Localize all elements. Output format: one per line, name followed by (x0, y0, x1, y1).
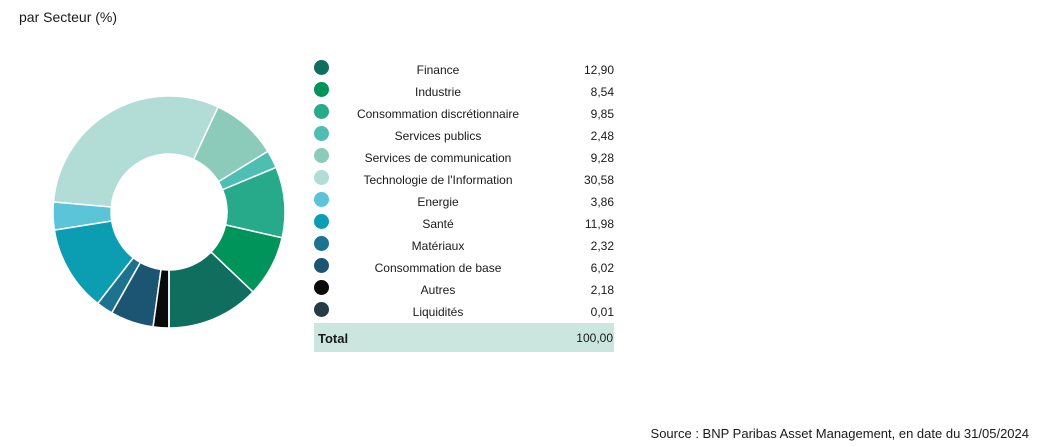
legend-value: 2,18 (590, 283, 614, 297)
legend-swatch (314, 236, 329, 251)
legend-row: Services publics 2,48 (314, 124, 614, 146)
legend-row: Consommation discrétionnaire 9,85 (314, 102, 614, 124)
legend-label: Services de communication (364, 151, 512, 165)
legend-value: 12,90 (583, 63, 614, 77)
legend-value: 9,28 (590, 151, 614, 165)
total-value: 100,00 (576, 331, 613, 345)
legend-label: Finance (416, 63, 460, 77)
donut-slice (52, 95, 220, 208)
legend-swatch (314, 192, 329, 207)
legend-label: Industrie (414, 85, 462, 99)
legend-row: Services de communication 9,28 (314, 146, 614, 168)
legend-value: 6,02 (590, 261, 614, 275)
legend-value: 3,86 (590, 195, 614, 209)
legend-swatch (314, 148, 329, 163)
chart-title: par Secteur (%) (19, 9, 118, 25)
legend-row: Finance 12,90 (314, 58, 614, 80)
legend-swatch (314, 258, 329, 273)
legend-label: Energie (417, 195, 459, 209)
legend-label: Technologie de l'Information (363, 173, 513, 187)
legend-label: Liquidités (412, 305, 464, 319)
legend-value: 0,01 (590, 305, 614, 319)
legend-value: 9,85 (590, 107, 614, 121)
total-row: Total 100,00 (314, 323, 614, 352)
legend-row: Technologie de l'Information 30,58 (314, 168, 614, 190)
legend-swatch (314, 170, 329, 185)
legend-label: Autres (420, 283, 456, 297)
legend-row: Industrie 8,54 (314, 80, 614, 102)
legend-swatch (314, 302, 329, 317)
legend-swatch (314, 214, 329, 229)
legend-row: Consommation de base 6,02 (314, 256, 614, 278)
source-note: Source : BNP Paribas Asset Management, e… (650, 426, 1029, 441)
legend-label: Consommation discrétionnaire (356, 107, 520, 121)
legend-label: Consommation de base (374, 261, 502, 275)
legend-label: Services publics (394, 129, 482, 143)
legend-value: 30,58 (583, 173, 614, 187)
legend-swatch (314, 104, 329, 119)
legend-row: Energie 3,86 (314, 190, 614, 212)
legend-value: 2,48 (590, 129, 614, 143)
total-label: Total (318, 331, 349, 346)
legend-row: Santé 11,98 (314, 212, 614, 234)
legend-row: Liquidités 0,01 (314, 300, 614, 322)
legend-label: Santé (422, 217, 454, 231)
legend-label: Matériaux (411, 239, 465, 253)
donut-chart (52, 95, 286, 329)
legend-row: Autres 2,18 (314, 278, 614, 300)
legend-value: 8,54 (590, 85, 614, 99)
legend-table: Finance 12,90 Industrie 8,54 Consommation di… (314, 58, 614, 322)
legend-swatch (314, 126, 329, 141)
legend-value: 11,98 (584, 217, 614, 231)
legend-value: 2,32 (590, 239, 614, 253)
legend-swatch (314, 82, 329, 97)
legend-swatch (314, 60, 329, 75)
legend-row: Matériaux 2,32 (314, 234, 614, 256)
legend-swatch (314, 280, 329, 295)
